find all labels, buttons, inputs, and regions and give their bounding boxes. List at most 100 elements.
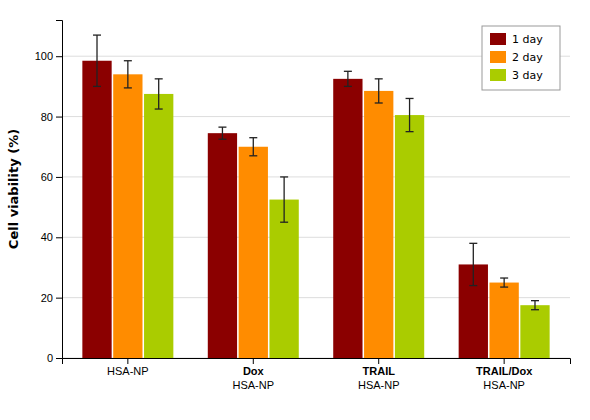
tick-mark [504,358,505,364]
bar [269,200,298,358]
bar [208,133,237,358]
error-bar [531,301,539,310]
tick: 100 [35,50,62,62]
error-cap [218,139,226,140]
tick-mark [56,177,62,178]
error-cap [406,98,414,99]
legend-frame [482,26,560,90]
y-axis-title: Cell viability (%) [6,129,21,249]
error-cap [344,86,352,87]
tick: 40 [41,231,62,243]
bar [395,115,424,358]
chart: 020406080100HSA-NPDoxHSA-NPTRAILHSA-NPTR… [0,0,590,420]
tick-label: TRAILHSA-NP [358,365,400,391]
series [82,35,488,358]
bar [113,74,142,358]
tick-label: 20 [41,292,53,304]
tick-mark [56,237,62,238]
error-cap [406,131,414,132]
error-cap [93,86,101,87]
tick: 0 [47,352,62,364]
tick: 80 [41,111,62,123]
error-bar [344,71,352,86]
axis-line [63,359,571,365]
error-bar [124,61,132,88]
bar [333,79,362,358]
error-line [409,98,410,131]
tick-mark [56,56,62,57]
tick-label: Dox HSA-NP [233,365,275,391]
tick-mark [56,298,62,299]
tick-mark [56,358,62,359]
axis-line [56,21,63,359]
error-bar [249,138,257,156]
legend-swatch [490,33,506,45]
legend-swatch [490,69,506,81]
tick-label-line: TRAIL/Dox [476,365,533,377]
error-cap [280,222,288,223]
error-line [283,177,284,222]
tick-label-line: HSA-NP [233,379,275,391]
tick-mark [56,117,62,118]
error-cap [280,176,288,177]
tick-mark [253,358,254,364]
grid [62,56,570,358]
tick-label: TRAIL/Dox HSA-NP [476,365,533,391]
legend-item: 3 day [490,69,543,82]
error-cap [155,78,163,79]
marks [82,35,549,358]
error-bar [500,278,508,287]
error-cap [500,286,508,287]
error-bar [469,243,477,285]
error-line [253,138,254,156]
tick: TRAILHSA-NP [358,358,400,391]
tick: Dox HSA-NP [233,358,275,391]
tick: 60 [41,171,62,183]
error-cap [375,102,383,103]
error-cap [249,155,257,156]
error-bar [280,177,288,222]
legend-label: 2 day [512,51,543,64]
error-line [222,127,223,139]
error-cap [155,108,163,109]
tick: HSA-NP [107,358,149,377]
legend-swatch [490,51,506,63]
error-line [96,35,97,86]
error-line [534,301,535,310]
tick-label: 60 [41,171,53,183]
error-bar [406,98,414,131]
tick-mark [378,358,379,364]
bar [144,94,173,358]
bar [520,305,549,358]
error-cap [124,60,132,61]
error-cap [93,34,101,35]
error-bar [93,35,101,86]
error-cap [124,87,132,88]
error-cap [531,309,539,310]
bar [239,147,268,358]
tick-label-line: Dox [243,365,265,377]
plot: 020406080100HSA-NPDoxHSA-NPTRAILHSA-NPTR… [35,21,571,391]
error-cap [469,243,477,244]
tick: 20 [41,292,62,304]
legend-label: 3 day [512,69,543,82]
legend: 1 day 2 day 3 day [482,26,560,90]
legend-item: 1 day [490,33,543,46]
tick-label: 100 [35,50,53,62]
error-line [127,61,128,88]
tick-label-line: TRAIL [363,365,396,377]
error-bar [375,79,383,103]
tick-label: HSA-NP [107,365,149,377]
series [144,79,550,358]
error-bar [218,127,226,139]
tick-label-line: HSA-NP [107,365,149,377]
tick-label-line: HSA-NP [483,379,525,391]
error-cap [375,78,383,79]
legend-label: 1 day [512,33,543,46]
error-line [158,79,159,109]
series [113,61,519,358]
error-cap [249,137,257,138]
error-line [503,278,504,287]
y-axis: 0 20 40 60 80 100 [35,21,63,365]
legend-item: 2 day [490,51,543,64]
